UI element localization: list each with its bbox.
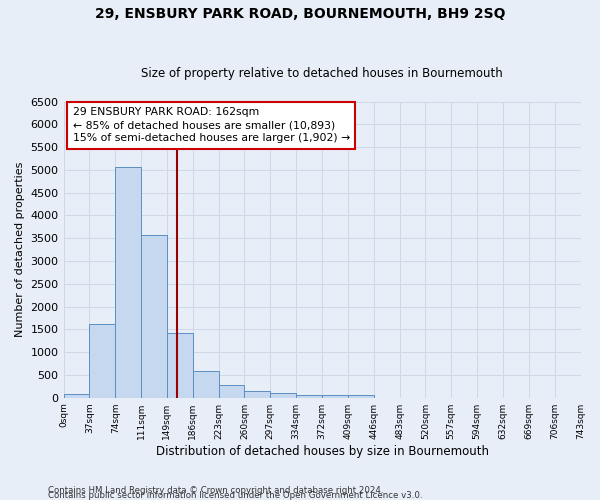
Bar (193, 371, 218, 398)
Title: Size of property relative to detached houses in Bournemouth: Size of property relative to detached ho… (141, 66, 503, 80)
Bar (244, 392, 271, 398)
Bar (271, 392, 296, 398)
X-axis label: Distribution of detached houses by size in Bournemouth: Distribution of detached houses by size … (155, 444, 488, 458)
Bar (296, 394, 322, 398)
Bar (167, 334, 193, 398)
Bar (322, 395, 348, 398)
Bar (89, 324, 115, 398)
Bar (348, 394, 374, 398)
Text: 29, ENSBURY PARK ROAD, BOURNEMOUTH, BH9 2SQ: 29, ENSBURY PARK ROAD, BOURNEMOUTH, BH9 … (95, 8, 505, 22)
Y-axis label: Number of detached properties: Number of detached properties (15, 162, 25, 338)
Text: Contains HM Land Registry data © Crown copyright and database right 2024.: Contains HM Land Registry data © Crown c… (48, 486, 383, 495)
Bar (115, 166, 141, 398)
Bar (141, 234, 167, 398)
Text: Contains public sector information licensed under the Open Government Licence v3: Contains public sector information licen… (48, 491, 422, 500)
Bar (64, 394, 89, 398)
Text: 29 ENSBURY PARK ROAD: 162sqm
← 85% of detached houses are smaller (10,893)
15% o: 29 ENSBURY PARK ROAD: 162sqm ← 85% of de… (73, 107, 350, 144)
Bar (218, 384, 244, 398)
